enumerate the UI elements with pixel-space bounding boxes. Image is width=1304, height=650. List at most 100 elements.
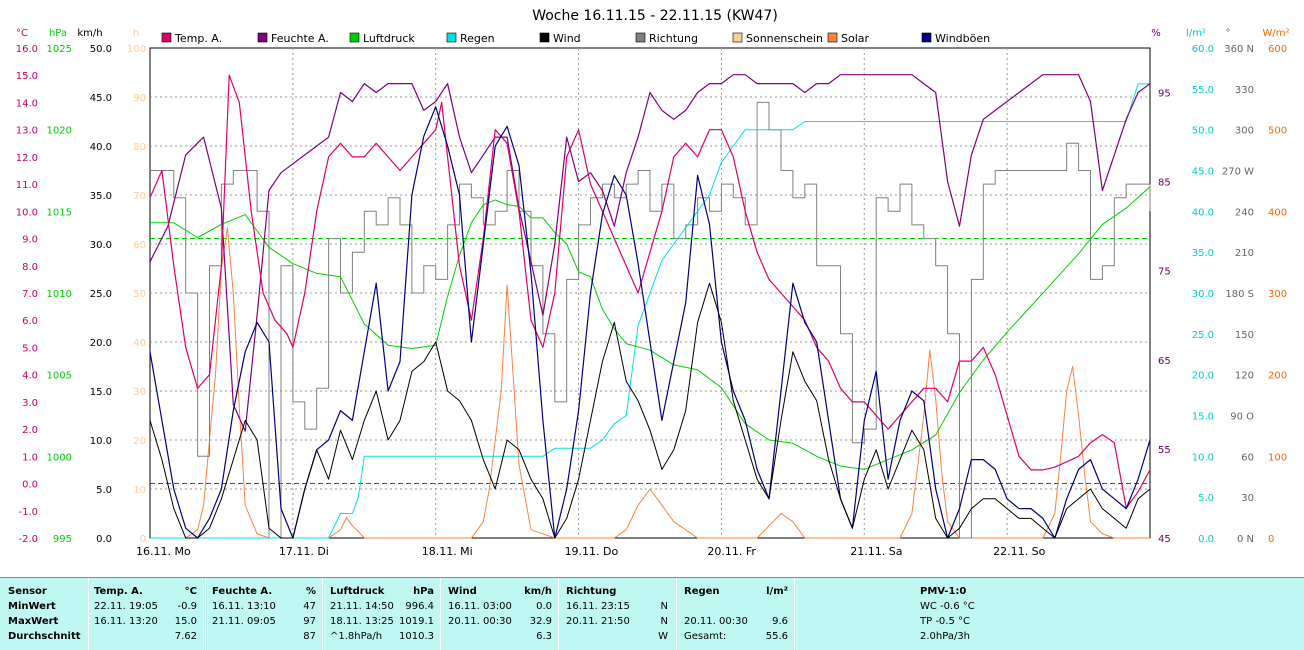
- axis-unit-solar: W/m²: [1262, 28, 1289, 39]
- rain-total-value: 55.6: [765, 631, 788, 642]
- stats-col-pmv: PMV-1:0 WC -0.6 °C TP -0.5 °C 2.0hPa/3h: [795, 578, 1304, 650]
- tick-label-temp: 9.0: [22, 235, 38, 246]
- tick-label-direction: 360 N: [1224, 44, 1254, 55]
- chart-title: Woche 16.11.15 - 22.11.15 (KW47): [532, 8, 778, 24]
- wind-max-time: 20.11. 00:30: [448, 616, 512, 627]
- tick-label-sunshine: 90: [133, 93, 146, 104]
- tick-label-rain: 15.0: [1192, 412, 1214, 423]
- tick-label-pressure: 1015: [47, 207, 72, 218]
- pmv-dewpoint: TP -0.5 °C: [920, 616, 970, 627]
- weather-chart: Woche 16.11.15 - 22.11.15 (KW47) Temp. A…: [15, 8, 1290, 558]
- pressure-unit: hPa: [413, 586, 434, 597]
- x-day-label: 17.11. Di: [279, 545, 329, 558]
- x-axis-labels: 16.11. Mo 17.11. Di 18.11. Mi 19.11. Do 20.1…: [136, 545, 1046, 558]
- legend-label: Temp. A.: [174, 32, 222, 45]
- tick-label-sunshine: 30: [133, 387, 146, 398]
- tick-label-solar: 300: [1268, 289, 1287, 300]
- tick-label-wind: 15.0: [90, 387, 112, 398]
- tick-label-direction: 210: [1235, 248, 1254, 259]
- tick-label-rain: 25.0: [1192, 330, 1214, 341]
- pressure-header: Luftdruck: [330, 586, 385, 597]
- tick-label-pressure: 1020: [47, 126, 72, 137]
- stats-col-rain: Regen l/m² 20.11. 00:30 9.6 Gesamt: 55.6: [677, 578, 794, 650]
- tick-label-rain: 35.0: [1192, 248, 1214, 259]
- tick-label-temp: 5.0: [22, 343, 38, 354]
- humidity-min-time: 16.11. 13:10: [212, 601, 276, 612]
- pressure-min-value: 996.4: [405, 601, 434, 612]
- series-solar-line: [150, 227, 1150, 539]
- tick-label-solar: 0: [1268, 534, 1274, 545]
- temp-max-time: 16.11. 13:20: [94, 616, 158, 627]
- tick-label-temp: 13.0: [16, 126, 38, 137]
- statistics-panel: Sensor MinWert MaxWert Durchschnitt Temp…: [0, 577, 1304, 650]
- tick-label-direction: 150: [1235, 330, 1254, 341]
- axis-unit-sunshine: h: [133, 28, 139, 39]
- temp-avg-value: 7.62: [174, 631, 197, 642]
- tick-label-sunshine: 20: [133, 436, 146, 447]
- tick-label-temp: 4.0: [22, 371, 38, 382]
- rain-header: Regen: [684, 586, 720, 597]
- tick-label-solar: 600: [1268, 44, 1287, 55]
- tick-label-rain: 50.0: [1192, 126, 1214, 137]
- legend-label: Windböen: [935, 32, 990, 45]
- tick-label-temp: 8.0: [22, 262, 38, 273]
- wind-min-time: 16.11. 03:00: [448, 601, 512, 612]
- pressure-trend: ^1.8hPa/h: [330, 631, 383, 642]
- temp-max-value: 15.0: [174, 616, 197, 627]
- tick-label-wind: 35.0: [90, 191, 112, 202]
- rain-max-value: 9.6: [772, 616, 788, 627]
- series-temp-line: [149, 74, 1151, 509]
- temp-min-time: 22.11. 19:05: [94, 601, 158, 612]
- tick-label-pressure: 1000: [47, 452, 72, 463]
- tick-label-direction: 270 W: [1222, 167, 1254, 178]
- tick-label-temp: 7.0: [22, 289, 38, 300]
- tick-label-direction: 60: [1241, 452, 1254, 463]
- tick-label-sunshine: 80: [133, 142, 146, 153]
- tick-label-rain: 10.0: [1192, 452, 1214, 463]
- legend-swatch: [635, 32, 646, 43]
- tick-label-rain: 20.0: [1192, 371, 1214, 382]
- tick-label-pressure: 1010: [47, 289, 72, 300]
- axis-unit-temp: °C: [16, 28, 28, 39]
- rain-total-label: Gesamt:: [684, 631, 727, 642]
- series-pressure-line: [150, 186, 1151, 470]
- legend-swatch: [257, 32, 268, 43]
- tick-label-pressure: 1005: [47, 371, 72, 382]
- legend-swatch: [446, 32, 457, 43]
- wind-unit: km/h: [524, 586, 552, 597]
- tick-label-temp: 10.0: [16, 207, 38, 218]
- tick-label-wind: 40.0: [90, 142, 112, 153]
- tick-label-wind: 50.0: [90, 44, 112, 55]
- humidity-header: Feuchte A.: [212, 586, 273, 597]
- wind-header: Wind: [448, 586, 477, 597]
- row-label-max: MaxWert: [8, 616, 59, 627]
- right-axes: 95 85 75 65 55 45% 60.0 55.0 50.0 45.0 40.0 35.0 30.…: [1151, 28, 1289, 545]
- temp-header: Temp. A.: [94, 586, 143, 597]
- tick-label-rain: 30.0: [1192, 289, 1214, 300]
- tick-label-sunshine: 40: [133, 338, 146, 349]
- tick-label-rain: 5.0: [1198, 493, 1214, 504]
- tick-label-sunshine: 0: [140, 534, 146, 545]
- tick-label-rain: 60.0: [1192, 44, 1214, 55]
- tick-label-rain: 55.0: [1192, 85, 1214, 96]
- pressure-avg-value: 1010.3: [399, 631, 434, 642]
- tick-label-direction: 0 N: [1237, 534, 1254, 545]
- legend-swatch: [539, 32, 550, 43]
- pressure-max-time: 18.11. 13:25: [330, 616, 394, 627]
- pressure-max-value: 1019.1: [399, 616, 434, 627]
- legend-swatch: [161, 32, 172, 43]
- row-label-avg: Durchschnitt: [8, 631, 81, 642]
- tick-label-direction: 240: [1235, 207, 1254, 218]
- axis-unit-wind: km/h: [77, 28, 102, 39]
- humidity-unit: %: [305, 586, 316, 597]
- stats-col-direction: Richtung 16.11. 23:15 N 20.11. 21:50 N W: [559, 578, 676, 650]
- legend-label: Solar: [841, 32, 870, 45]
- tick-label-solar: 500: [1268, 126, 1287, 137]
- humidity-max-time: 21.11. 09:05: [212, 616, 276, 627]
- tick-label-sunshine: 70: [133, 191, 146, 202]
- rain-max-time: 20.11. 00:30: [684, 616, 748, 627]
- wind-avg-value: 6.3: [536, 631, 552, 642]
- series-wind-line: [149, 282, 1151, 539]
- tick-label-rain: 45.0: [1192, 167, 1214, 178]
- humidity-max-value: 97: [303, 616, 316, 627]
